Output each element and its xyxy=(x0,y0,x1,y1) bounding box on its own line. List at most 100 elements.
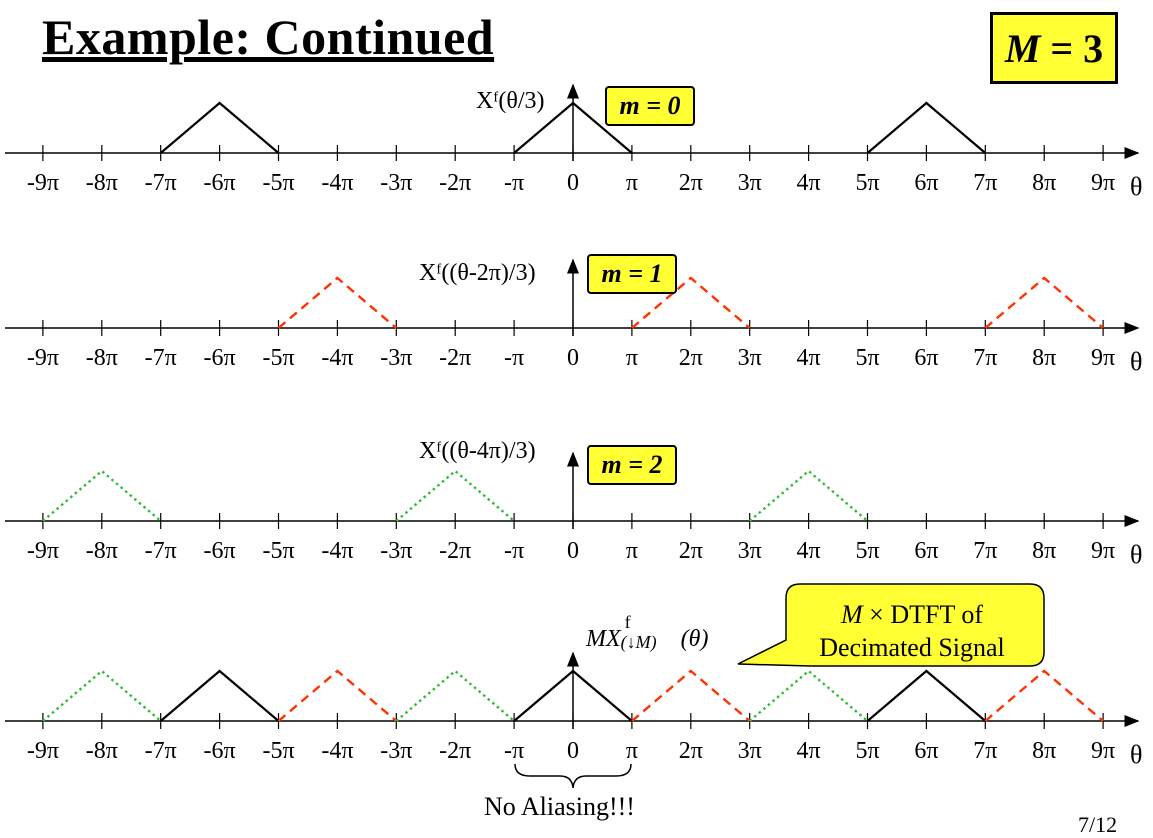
tick-label: -8π xyxy=(85,170,118,196)
tick-label: 6π xyxy=(914,345,939,371)
tick-label: -3π xyxy=(380,538,413,564)
tick-label: -6π xyxy=(203,538,236,564)
tick-label: -4π xyxy=(321,738,354,764)
sum-label-main: MX xyxy=(586,626,621,652)
spectrum-triangle xyxy=(42,469,162,522)
tick-label: -π xyxy=(504,345,525,371)
tick-label: 2π xyxy=(678,170,703,196)
tick-label: π xyxy=(625,345,638,371)
panel2-function-label: Xᶠ((θ-2π)/3) xyxy=(419,260,536,286)
tick-label: -7π xyxy=(144,738,177,764)
panel1-function-label: Xᶠ(θ/3) xyxy=(476,88,545,114)
tick-label: 0 xyxy=(567,738,579,764)
tick-label: -7π xyxy=(144,170,177,196)
callout-text: M × DTFT of Decimated Signal xyxy=(792,598,1032,664)
tick-label: -4π xyxy=(321,345,354,371)
tick-label: 5π xyxy=(855,538,880,564)
spectrum-triangle xyxy=(277,669,398,722)
m1-label-box: m = 1 xyxy=(587,254,677,294)
tick-label: 4π xyxy=(796,170,821,196)
no-aliasing-note: No Aliasing!!! xyxy=(484,792,635,821)
spectrum-triangle xyxy=(277,276,398,329)
spectrum-triangle xyxy=(866,101,987,154)
tick-label: -3π xyxy=(380,345,413,371)
theta-label: θ xyxy=(1130,540,1143,569)
tick-label: -4π xyxy=(321,170,354,196)
tick-label: 6π xyxy=(914,738,939,764)
tick-label: -8π xyxy=(85,538,118,564)
spectrum-triangle xyxy=(631,669,751,722)
theta-label: θ xyxy=(1130,740,1143,769)
tick-label: -7π xyxy=(144,538,177,564)
tick-label: -9π xyxy=(26,170,59,196)
tick-label: -4π xyxy=(321,538,354,564)
tick-label: -8π xyxy=(85,738,118,764)
spectrum-triangle xyxy=(866,669,987,722)
panel3-function-label: Xᶠ((θ-4π)/3) xyxy=(419,438,536,464)
tick-label: 9π xyxy=(1091,538,1116,564)
tick-label: 7π xyxy=(973,538,998,564)
spectrum-triangle xyxy=(159,101,280,154)
tick-label: 5π xyxy=(855,170,880,196)
tick-label: 4π xyxy=(796,738,821,764)
callout-line1-rest: × DTFT of xyxy=(862,600,984,629)
tick-label: π xyxy=(625,538,638,564)
tick-label: 8π xyxy=(1032,738,1057,764)
m2-label: m = 2 xyxy=(601,450,663,479)
spectrum-triangle xyxy=(513,669,633,722)
tick-label: -6π xyxy=(203,738,236,764)
tick-label: 2π xyxy=(678,538,703,564)
callout-bubble xyxy=(737,583,1045,667)
tick-label: 3π xyxy=(737,738,762,764)
tick-label: 3π xyxy=(737,345,762,371)
tick-label: -7π xyxy=(144,345,177,371)
tick-label: -6π xyxy=(203,170,236,196)
tick-label: -9π xyxy=(26,738,59,764)
tick-label: -6π xyxy=(203,345,236,371)
tick-label: 2π xyxy=(678,738,703,764)
tick-label: 3π xyxy=(737,538,762,564)
tick-label: 7π xyxy=(973,170,998,196)
tick-label: -2π xyxy=(439,738,472,764)
decimation-symbol: M xyxy=(1004,25,1041,71)
tick-label: -π xyxy=(504,538,525,564)
tick-label: -3π xyxy=(380,170,413,196)
tick-label: -5π xyxy=(262,345,295,371)
spectrum-triangle xyxy=(395,469,515,522)
tick-label: -π xyxy=(504,170,525,196)
callout-line1: M × DTFT of xyxy=(792,598,1032,631)
callout-symbol: M xyxy=(840,600,863,629)
tick-label: 7π xyxy=(973,345,998,371)
tick-label: -2π xyxy=(439,538,472,564)
tick-label: -π xyxy=(504,738,525,764)
spectrum-triangle xyxy=(395,669,515,722)
tick-label: -5π xyxy=(262,738,295,764)
tick-label: 5π xyxy=(855,738,880,764)
spectrum-triangle xyxy=(748,669,869,722)
tick-label: 9π xyxy=(1091,738,1116,764)
tick-label: -2π xyxy=(439,345,472,371)
decimation-factor-box: M = 3 xyxy=(990,12,1118,84)
m1-label: m = 1 xyxy=(601,259,663,288)
m2-label-box: m = 2 xyxy=(587,445,677,485)
spectrum-triangle xyxy=(631,276,751,329)
sum-label-arg: (θ) xyxy=(680,626,709,652)
m0-label-box: m = 0 xyxy=(605,86,695,126)
tick-label: π xyxy=(625,738,638,764)
aliasing-brace xyxy=(514,763,632,789)
decimation-value: = 3 xyxy=(1040,25,1104,71)
tick-label: π xyxy=(625,170,638,196)
tick-label: 4π xyxy=(796,538,821,564)
tick-label: 5π xyxy=(855,345,880,371)
tick-label: 0 xyxy=(567,170,579,196)
spectrum-triangle xyxy=(159,669,280,722)
spectrum-triangle xyxy=(513,101,633,154)
tick-label: -9π xyxy=(26,345,59,371)
tick-label: -2π xyxy=(439,170,472,196)
tick-label: 2π xyxy=(678,345,703,371)
tick-label: 0 xyxy=(567,538,579,564)
panel4-function-label: MX f (↓M) (θ) xyxy=(586,612,709,653)
tick-label: -3π xyxy=(380,738,413,764)
tick-label: 8π xyxy=(1032,345,1057,371)
